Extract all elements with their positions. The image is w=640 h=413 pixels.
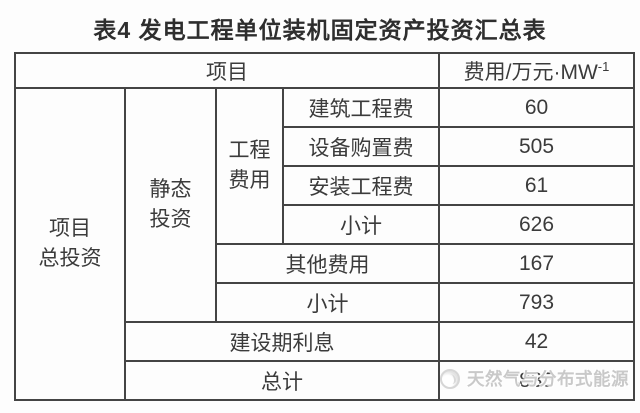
table-row: 项目 总投资 静态 投资 工程 费用 建筑工程费 60 bbox=[14, 87, 635, 401]
row-label-equipment: 设备购置费 bbox=[282, 126, 440, 167]
row-value-grand-total: 835 bbox=[438, 360, 635, 401]
row-label-grand-total: 总计 bbox=[124, 360, 440, 401]
table-row: 建设期利息 42 bbox=[15, 321, 635, 362]
row-label-construction-interest: 建设期利息 bbox=[124, 321, 440, 362]
row-value-equipment: 505 bbox=[438, 126, 635, 167]
row-value-subtotal-static: 793 bbox=[438, 282, 635, 323]
row-value-subtotal-engineering: 626 bbox=[438, 204, 635, 245]
row-value-construction: 60 bbox=[438, 87, 635, 128]
row-label-installation: 安装工程费 bbox=[282, 165, 440, 206]
group-cell-static-investment: 静态 投资 bbox=[124, 87, 217, 323]
header-cell-unit: 费用/万元·MW-1 bbox=[438, 52, 635, 89]
header-cell-item: 项目 bbox=[14, 52, 440, 89]
table-row: 设备购置费 505 bbox=[15, 126, 635, 167]
table-row: 小计 793 bbox=[15, 282, 635, 323]
table-row: 安装工程费 61 bbox=[15, 165, 635, 206]
unit-superscript: -1 bbox=[597, 58, 610, 74]
unit-base-text: 费用/万元·MW bbox=[463, 60, 598, 84]
investment-summary-table: 项目 费用/万元·MW-1 项目 总投资 静态 投资 工程 费用 建筑工程费 6… bbox=[14, 52, 635, 401]
group-cell-engineering-cost: 工程 费用 bbox=[215, 87, 284, 245]
row-label-subtotal-static: 小计 bbox=[215, 282, 440, 323]
table-row: 总计 835 bbox=[15, 360, 635, 401]
table-row: 小计 626 bbox=[15, 204, 635, 245]
group-cell-project-total: 项目 总投资 bbox=[14, 87, 126, 401]
table-title: 表4 发电工程单位装机固定资产投资汇总表 bbox=[93, 17, 547, 43]
table-header-row: 项目 费用/万元·MW-1 bbox=[14, 52, 635, 89]
table-row: 其他费用 167 bbox=[15, 243, 635, 284]
row-label-other-costs: 其他费用 bbox=[215, 243, 440, 284]
row-label-construction: 建筑工程费 bbox=[282, 87, 440, 128]
row-value-installation: 61 bbox=[438, 165, 635, 206]
row-value-other-costs: 167 bbox=[438, 243, 635, 284]
row-label-subtotal-engineering: 小计 bbox=[282, 204, 440, 245]
row-value-construction-interest: 42 bbox=[438, 321, 635, 362]
